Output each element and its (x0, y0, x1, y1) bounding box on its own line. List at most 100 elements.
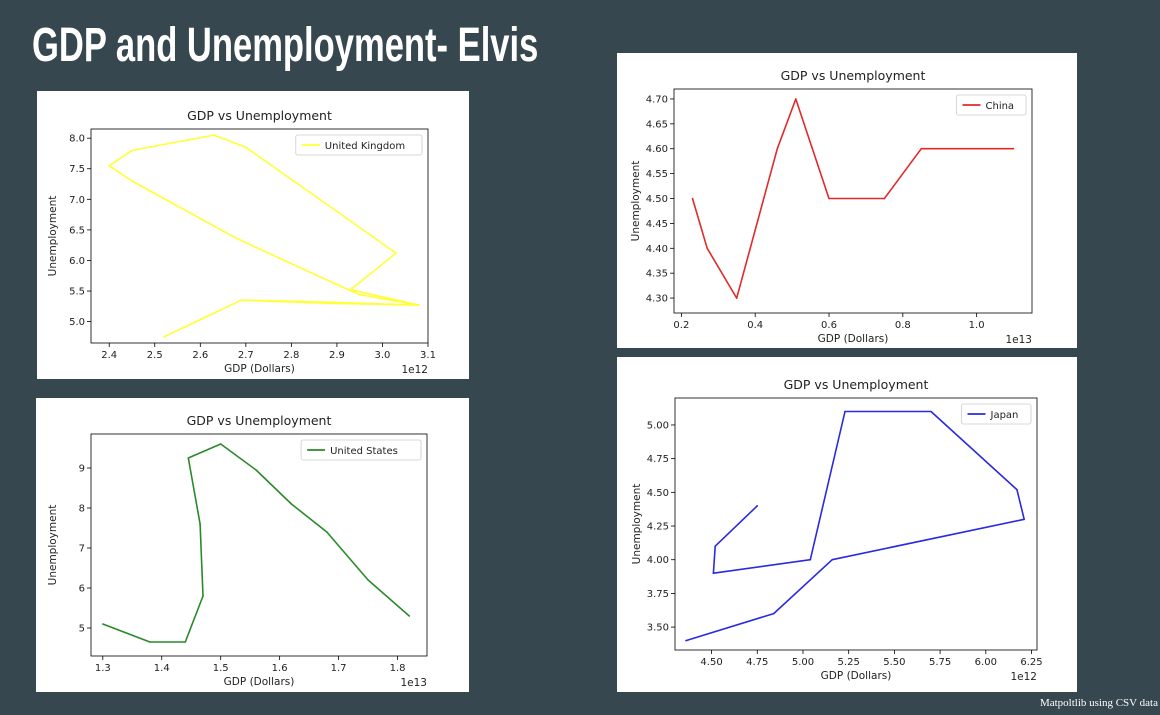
y-tick-label: 5.5 (69, 287, 85, 298)
y-tick-label: 4.50 (646, 194, 668, 205)
x-tick-label: 0.2 (673, 320, 689, 331)
data-point (828, 197, 830, 200)
x-tick-label: 1.7 (331, 663, 347, 674)
x-tick-label: 1.0 (969, 320, 985, 331)
data-point (349, 289, 352, 291)
chart-title: GDP vs Unemployment (781, 68, 926, 83)
data-point (1016, 488, 1018, 491)
chart-title: GDP vs Unemployment (187, 413, 332, 428)
data-point (691, 197, 694, 200)
slide-title: GDP and Unemployment- Elvis (32, 19, 539, 72)
x-tick-label: 4.75 (746, 657, 768, 668)
data-point (199, 523, 201, 525)
legend-label: United Kingdom (325, 141, 405, 152)
chart-us: GDP vs Unemployment 1.3 1.4 1.5 1.6 1.7 1.8 5 6 7… (47, 413, 428, 689)
data-point (245, 146, 247, 149)
chart-japan: GDP vs Unemployment 4.50 4.75 5.00 5.25 5.50 5… (631, 377, 1043, 683)
chart-panel-japan: GDP vs Unemployment 4.50 4.75 5.00 5.25 5.50 5… (617, 357, 1077, 692)
y-tick-label: 4.30 (646, 294, 668, 305)
y-tick-label: 4.50 (647, 488, 669, 499)
data-point (831, 558, 833, 561)
x-tick-label: 2.7 (238, 350, 254, 361)
data-point (108, 164, 110, 167)
y-tick-label: 6 (79, 584, 85, 595)
x-tick-label: 2.4 (101, 350, 117, 361)
data-point (367, 579, 369, 581)
x-tick-label: 0.4 (747, 320, 763, 331)
data-point (331, 302, 334, 305)
y-tick-label: 4.40 (646, 244, 668, 255)
x-axis-label: GDP (Dollars) (224, 676, 295, 688)
data-point (358, 293, 361, 296)
data-point (184, 641, 187, 643)
y-tick-label: 6.5 (69, 225, 85, 236)
legend-box (295, 134, 423, 156)
y-tick-label: 4.00 (647, 555, 669, 566)
data-point (102, 623, 104, 625)
y-tick-label: 6.0 (69, 256, 85, 267)
legend-box (956, 94, 1027, 116)
data-point (795, 98, 797, 100)
data-point (255, 469, 257, 471)
x-tick-label: 1.8 (390, 663, 406, 674)
y-tick-label: 3.75 (647, 589, 669, 600)
data-point (844, 410, 846, 413)
y-tick-label: 4.55 (646, 169, 668, 180)
data-point (920, 147, 923, 150)
data-point (756, 505, 759, 507)
data-point (299, 300, 302, 303)
x-tick-label: 1.5 (213, 663, 229, 674)
series-line-0 (691, 98, 1014, 299)
data-point (685, 639, 687, 642)
data-point (1023, 518, 1025, 521)
chart-uk: GDP vs Unemployment 2.4 2.5 2.6 2.7 2.8 2.9 3.0… (47, 108, 436, 376)
series-line-0 (102, 443, 410, 643)
data-point (131, 149, 133, 152)
y-tick-label: 4.45 (646, 219, 668, 230)
series-line-0 (108, 134, 420, 338)
data-point (131, 180, 133, 182)
x-axis-label: GDP (Dollars) (224, 363, 295, 375)
x-tick-label: 1.4 (154, 663, 170, 674)
x-tick-label: 1.3 (95, 663, 111, 674)
plot-frame (673, 88, 1033, 314)
x-tick-label: 5.25 (838, 657, 860, 668)
data-point (714, 545, 716, 547)
data-point (187, 457, 190, 459)
data-point (735, 297, 738, 299)
y-tick-label: 9 (79, 464, 85, 475)
legend-box (961, 403, 1032, 425)
legend-label: United States (330, 446, 398, 457)
legend-label: China (986, 101, 1015, 112)
data-point (809, 558, 812, 561)
plot-frame (90, 128, 429, 344)
data-point (883, 197, 886, 200)
data-point (408, 615, 411, 617)
data-point (213, 134, 215, 136)
data-point (712, 572, 715, 574)
x-offset-label: 1e12 (1010, 671, 1037, 683)
x-offset-label: 1e12 (401, 364, 428, 376)
data-point (240, 299, 243, 301)
data-point (961, 147, 963, 150)
y-tick-label: 3.50 (647, 623, 669, 634)
y-tick-label: 5.00 (647, 420, 669, 431)
y-axis-label: Unemployment (631, 484, 643, 565)
data-point (1012, 147, 1015, 150)
chart-panel-uk: GDP vs Unemployment 2.4 2.5 2.6 2.7 2.8 2.9 3.0… (37, 91, 469, 379)
chart-title: GDP vs Unemployment (784, 377, 929, 392)
y-axis-label: Unemployment (630, 161, 642, 242)
data-point (149, 641, 151, 643)
y-tick-label: 5 (79, 624, 85, 635)
x-tick-label: 6.25 (1020, 657, 1042, 668)
x-axis-label: GDP (Dollars) (821, 670, 892, 682)
x-offset-label: 1e13 (400, 677, 427, 689)
data-point (290, 503, 293, 505)
legend-label: Japan (990, 410, 1019, 421)
plot-frame (674, 397, 1038, 651)
data-point (418, 304, 420, 306)
x-tick-label: 0.6 (821, 320, 837, 331)
x-tick-label: 2.5 (147, 350, 163, 361)
x-tick-label: 2.9 (329, 350, 345, 361)
data-point (245, 299, 247, 301)
